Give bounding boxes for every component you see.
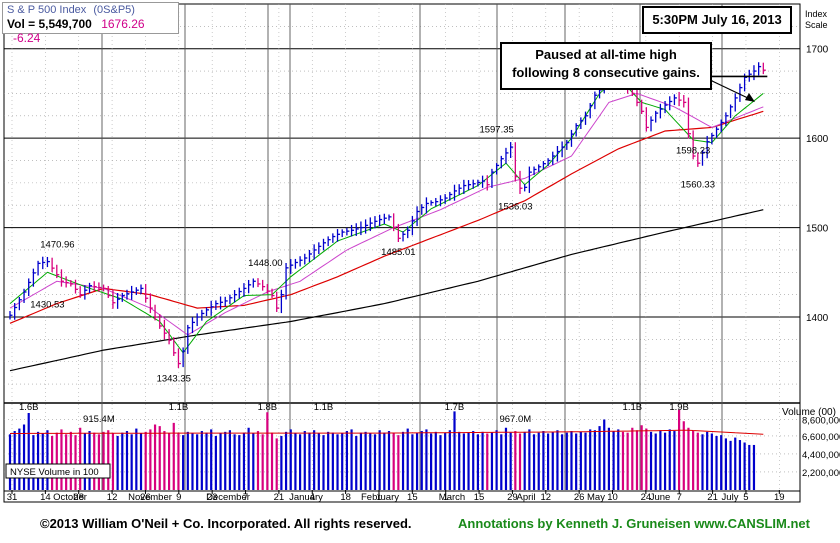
price-tick-label: 1600 [806, 134, 829, 145]
date-tick-label: 31 [7, 492, 18, 503]
price-annotation: 1430.53 [30, 300, 64, 311]
price-tick-label: 1400 [806, 313, 829, 324]
volume-tick-label: 4,400,000 [802, 450, 840, 461]
volume-annotation: 1.1B [623, 402, 643, 413]
date-tick-label: 21 [707, 492, 718, 503]
chart-frame [3, 3, 801, 503]
date-tick-label: 24 [641, 492, 652, 503]
index-scale-label-1: Index [805, 9, 828, 19]
annotation-credit: Annotations by Kenneth J. Gruneisen www.… [458, 516, 810, 531]
date-tick-label: 7 [677, 492, 682, 503]
date-tick-label: 9 [176, 492, 181, 503]
date-tick-label: 1 [443, 492, 448, 503]
month-label: December [206, 492, 250, 503]
date-tick-label: 12 [107, 492, 118, 503]
price-tick-label: 1700 [806, 45, 829, 56]
month-label: July [722, 492, 739, 503]
price-annotation: 1598.23 [676, 146, 710, 157]
price-annotation: 1343.35 [157, 374, 191, 385]
volume-value: Vol = 5,549,700 [7, 17, 92, 31]
timestamp: 5:30PM July 16, 2013 [652, 12, 782, 27]
ma-200-line [9, 209, 764, 372]
callout-arrow [709, 79, 753, 101]
volume-row: Vol = 5,549,700 1676.26 -6.24 [3, 17, 178, 45]
index-title-row: S & P 500 Index (0S&P5) [3, 3, 178, 17]
volume-annotation: 1.7B [445, 402, 465, 413]
date-tick-label: 28 [73, 492, 84, 503]
date-tick-label: 15 [474, 492, 485, 503]
axis-layer: 1400 1500 1600 1700 2,200,000 4,400,000 6,600,… [7, 45, 840, 503]
date-tick-label: 7 [243, 492, 248, 503]
volume-annotation: 1.1B [169, 402, 189, 413]
volume-annotation: 915.4M [83, 414, 115, 425]
index-scale-label-2: Scale [805, 20, 828, 30]
ma-200-layer [9, 209, 764, 372]
month-label: November [128, 492, 172, 503]
price-annotation: 1448.00 [248, 258, 282, 269]
volume-annotation: 1.8B [258, 402, 278, 413]
date-tick-label: 23 [207, 492, 218, 503]
month-label: May [587, 492, 605, 503]
callout-arrowhead [745, 93, 755, 102]
price-annotation: 1485.01 [381, 247, 415, 258]
ma-21-layer [9, 92, 764, 336]
date-tick-label: 5 [743, 492, 748, 503]
ma-10-line [9, 76, 764, 354]
month-label: February [361, 492, 399, 503]
volume-annotation: 1.9B [669, 402, 689, 413]
price-change: -6.24 [13, 31, 41, 45]
ma-50-line [9, 110, 764, 324]
nyse-volume-label: NYSE Volume in 100 [10, 467, 99, 478]
header-box: S & P 500 Index (0S&P5) Vol = 5,549,700 … [2, 2, 179, 45]
volume-tick-label: 8,600,000 [802, 416, 840, 427]
timestamp-box: 5:30PM July 16, 2013 [642, 6, 792, 34]
volume-tick-label: 6,600,000 [802, 432, 840, 443]
price-tick-label: 1500 [806, 224, 829, 235]
date-tick-label: 4 [310, 492, 315, 503]
price-annotation: 1536.03 [498, 201, 532, 212]
index-symbol: (0S&P5) [93, 4, 135, 16]
volume-axis-label: Volume (00) [782, 407, 836, 418]
volume-ma-line [10, 429, 764, 435]
date-tick-label: 14 [40, 492, 51, 503]
price-annotation: 1470.96 [40, 240, 74, 251]
date-tick-label: 26 [140, 492, 151, 503]
note-line-2: following 8 consecutive gains. [512, 65, 700, 80]
volume-annotation: 967.0M [499, 414, 531, 425]
month-label: March [439, 492, 465, 503]
price-annotation: 1560.33 [681, 180, 715, 191]
date-tick-label: 18 [340, 492, 351, 503]
note-line-1: Paused at all-time high [535, 47, 677, 62]
volume-tick-label: 2,200,000 [802, 468, 840, 479]
volume-annotation: 1.1B [314, 402, 334, 413]
month-label: October [53, 492, 87, 503]
ma-50-layer [9, 110, 764, 324]
month-label: June [650, 492, 671, 503]
date-tick-label: 1 [376, 492, 381, 503]
date-tick-label: 29 [507, 492, 518, 503]
price-bars-layer [9, 62, 766, 368]
date-tick-label: 10 [607, 492, 618, 503]
month-label: January [289, 492, 323, 503]
nyse-volume-box [5, 463, 111, 479]
date-tick-label: 12 [540, 492, 551, 503]
price-annotation: 1597.35 [479, 125, 513, 136]
date-tick-label: 21 [274, 492, 285, 503]
ma-21-line [9, 92, 764, 336]
date-tick-label: 15 [407, 492, 418, 503]
date-tick-label: 19 [774, 492, 785, 503]
index-title: S & P 500 Index [7, 4, 87, 16]
last-price: 1676.26 [101, 17, 145, 31]
copyright: ©2013 William O'Neil + Co. Incorporated.… [40, 516, 412, 531]
volume-annotation: 1.6B [19, 402, 39, 413]
ma-10-layer [9, 76, 764, 354]
date-tick-label: 26 [574, 492, 585, 503]
month-label: April [516, 492, 535, 503]
volume-bars-layer [8, 409, 764, 490]
note-box: Paused at all-time high following 8 cons… [500, 42, 712, 90]
